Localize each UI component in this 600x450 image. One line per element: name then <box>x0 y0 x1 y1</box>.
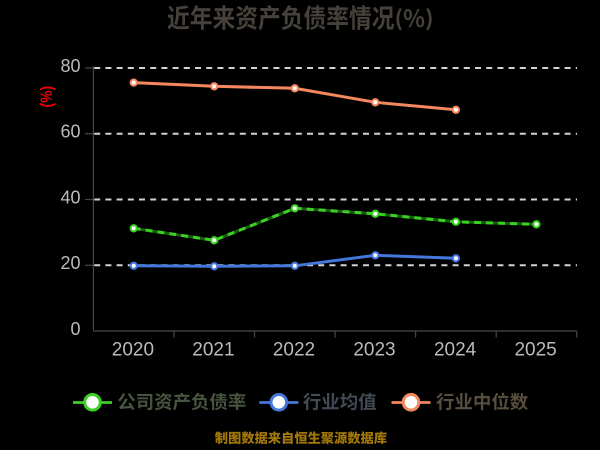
svg-text:2023: 2023 <box>353 340 395 361</box>
svg-text:2024: 2024 <box>434 340 477 361</box>
svg-text:2022: 2022 <box>273 340 315 361</box>
svg-text:40: 40 <box>60 187 80 207</box>
svg-text:2020: 2020 <box>112 340 154 361</box>
svg-text:20: 20 <box>60 253 80 273</box>
svg-text:60: 60 <box>60 122 80 142</box>
svg-text:(%): (%) <box>38 86 57 108</box>
svg-text:2025: 2025 <box>514 340 556 361</box>
svg-text:2021: 2021 <box>192 340 234 361</box>
svg-text:0: 0 <box>70 319 80 339</box>
svg-text:80: 80 <box>60 56 80 76</box>
